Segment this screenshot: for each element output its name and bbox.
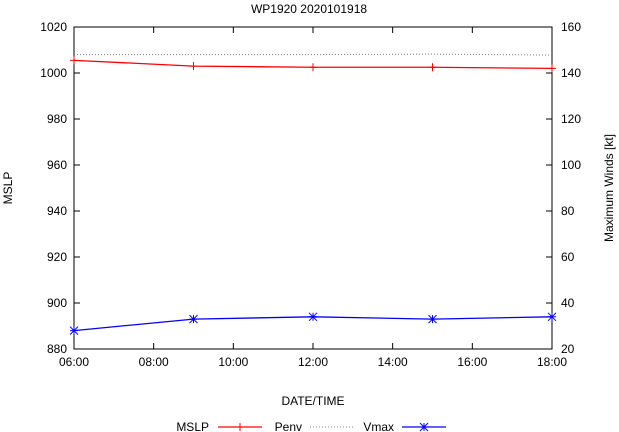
x-tick-label: 06:00 xyxy=(59,355,89,369)
data-point-vmax xyxy=(69,326,79,335)
legend-marker-vmax xyxy=(419,422,429,432)
y-tick-label: 980 xyxy=(47,112,67,126)
marker-stroke xyxy=(189,314,198,324)
data-point-mslp xyxy=(548,64,556,73)
marker-stroke xyxy=(69,326,79,335)
y2-tick-label: 140 xyxy=(561,66,581,80)
marker-stroke xyxy=(428,314,437,324)
legend-label-mslp: MSLP xyxy=(176,420,209,432)
plot-frame xyxy=(73,26,553,350)
x-tick-label: 14:00 xyxy=(378,355,408,369)
y2-tick-label: 120 xyxy=(561,112,581,126)
marker-stroke xyxy=(308,312,318,322)
y2-tick-label: 60 xyxy=(561,250,575,264)
y2-tick-label: 80 xyxy=(561,204,575,218)
x-axis-label: DATE/TIME xyxy=(281,394,344,408)
axis-ticks: 06:00 08:00 10:00 12:00 14:00 16:00 18:00 880 90… xyxy=(40,20,581,369)
data-point-vmax xyxy=(428,314,437,324)
y2-axis-label: Maximum Winds [kt] xyxy=(602,134,616,242)
data-point-mslp xyxy=(189,62,198,71)
data-point-vmax xyxy=(308,312,318,322)
data-point-mslp xyxy=(70,56,78,65)
marker-stroke xyxy=(547,312,557,322)
y-tick-label: 1000 xyxy=(40,66,67,80)
data-point-mslp xyxy=(309,63,317,72)
series-line-penv xyxy=(74,53,553,56)
y-tick-label: 1020 xyxy=(40,20,67,34)
y2-tick-label: 20 xyxy=(561,342,575,356)
x-tick-label: 08:00 xyxy=(139,355,169,369)
x-tick-label: 10:00 xyxy=(218,355,248,369)
y-tick-label: 920 xyxy=(47,250,67,264)
data-point-vmax xyxy=(547,312,557,322)
y-axis-label: MSLP xyxy=(1,172,15,205)
legend-label-vmax: Vmax xyxy=(363,420,394,432)
x-tick-label: 18:00 xyxy=(537,355,567,369)
marker-stroke xyxy=(419,422,429,432)
chart-title: WP1920 2020101918 xyxy=(251,2,367,16)
y2-tick-label: 100 xyxy=(561,158,581,172)
y2-tick-label: 160 xyxy=(561,20,581,34)
legend-marker-mslp xyxy=(236,423,244,431)
legend: MSLP Penv Vmax xyxy=(176,420,446,432)
y-tick-label: 880 xyxy=(47,342,67,356)
y-tick-label: 940 xyxy=(47,204,67,218)
data-point-mslp xyxy=(428,63,437,72)
y-tick-label: 960 xyxy=(47,158,67,172)
data-point-vmax xyxy=(189,314,198,324)
y-tick-label: 900 xyxy=(47,296,67,310)
x-tick-label: 12:00 xyxy=(298,355,328,369)
series-layer xyxy=(69,53,557,335)
y2-tick-label: 40 xyxy=(561,296,575,310)
x-tick-label: 16:00 xyxy=(457,355,487,369)
legend-label-penv: Penv xyxy=(275,420,302,432)
